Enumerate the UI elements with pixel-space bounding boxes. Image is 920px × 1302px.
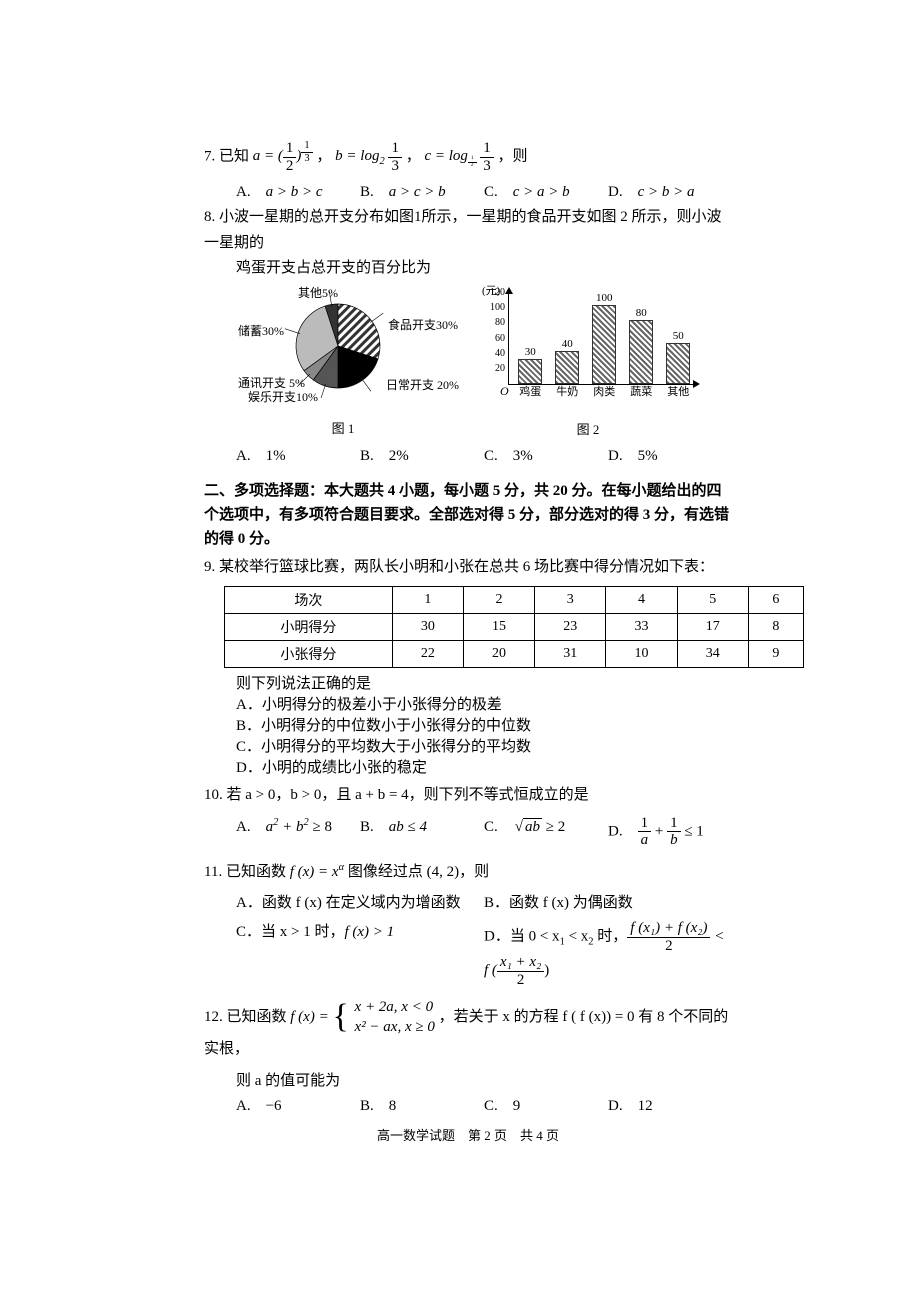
q8-choice-d: D. 5% — [608, 444, 732, 465]
q7-a: a = (12)13 — [253, 148, 317, 164]
q9-num: 9. — [204, 559, 215, 575]
pie-label-food: 食品开支30% — [388, 316, 458, 333]
q8-choice-b: B. 2% — [360, 444, 484, 465]
q8-choices: A. 1% B. 2% C. 3% D. 5% — [204, 444, 732, 465]
q9-choice-c: C．小明得分的平均数大于小张得分的平均数 — [204, 735, 732, 756]
q11-choice-a: A．函数 f (x) 在定义域内为增函数 — [236, 891, 484, 912]
question-10: 10. 若 a > 0，b > 0，且 a + b = 4，则下列不等式恒成立的… — [204, 783, 732, 809]
origin-label: O — [500, 384, 509, 399]
brace-icon: { — [332, 1002, 348, 1033]
pie-label-ent: 娱乐开支10% — [248, 388, 318, 405]
question-11: 11. 已知函数 f (x) = xα 图像经过点 (4, 2)，则 — [204, 859, 732, 886]
page-footer: 高一数学试题 第 2 页 共 4 页 — [204, 1125, 732, 1144]
q7-b: b = log2 13 — [335, 148, 406, 164]
q11-choice-c: C．当 x > 1 时，f (x) > 1 — [236, 920, 484, 988]
q8-charts: 其他5% 食品开支30% 储蓄30% 日常开支 20% 通讯开支 5% 娱乐开支… — [204, 288, 732, 438]
q12-choice-a: A. −6 — [236, 1094, 360, 1115]
q8-choice-a: A. 1% — [236, 444, 360, 465]
pie-label-daily: 日常开支 20% — [386, 376, 459, 393]
q9-choice-a: A．小明得分的极差小于小张得分的极差 — [204, 693, 732, 714]
q7-choice-c: C. c > a > b — [484, 180, 608, 201]
q11-choice-b: B．函数 f (x) 为偶函数 — [484, 891, 732, 912]
bar-axes: 2040608010012030鸡蛋40牛奶100肉类80蔬菜50其他 — [508, 293, 694, 385]
q12-tail: 则 a 的值可能为 — [204, 1069, 732, 1090]
q10-choices: A. a2 + b2 ≥ 8 B. ab ≤ 4 C. ab ≥ 2 D. 1a… — [204, 815, 732, 849]
q9-table: 场次123456小明得分30152333178小张得分22203110349 — [224, 586, 804, 668]
q7-choices: A. a > b > c B. a > c > b C. c > a > b D… — [204, 180, 732, 201]
q10-text: 若 a > 0，b > 0，且 a + b = 4，则下列不等式恒成立的是 — [227, 787, 589, 803]
q8-line2: 鸡蛋开支占总开支的百分比为 — [204, 256, 431, 282]
q12-num: 12. — [204, 1009, 223, 1025]
q10-choice-a: A. a2 + b2 ≥ 8 — [236, 815, 360, 849]
section2-title: 二、多项选择题：本大题共 4 小题，每小题 5 分，共 20 分。在每小题给出的… — [204, 479, 732, 551]
q7-choice-d: D. c > b > a — [608, 180, 732, 201]
pie-label-other: 其他5% — [298, 284, 338, 301]
q8-num: 8. — [204, 209, 215, 225]
q9-choice-b: B．小明得分的中位数小于小张得分的中位数 — [204, 714, 732, 735]
q12-choice-c: C. 9 — [484, 1094, 608, 1115]
question-7: 7. 已知 a = (12)13 ， b = log2 13 ， c = log… — [204, 140, 732, 174]
q12-piecewise: x + 2a, x < 0 x² − ax, x ≥ 0 — [355, 998, 435, 1037]
pie-chart: 其他5% 食品开支30% 储蓄30% 日常开支 20% 通讯开支 5% 娱乐开支… — [238, 288, 448, 418]
q11-choice-d: D．当 0 < x1 < x2 时，f (x₁) + f (x₂)2 < f (… — [484, 920, 732, 988]
q8-choice-c: C. 3% — [484, 444, 608, 465]
q12-choices: A. −6 B. 8 C. 9 D. 12 — [204, 1094, 732, 1115]
q7-choice-b: B. a > c > b — [360, 180, 484, 201]
q7-choice-a: A. a > b > c — [236, 180, 360, 201]
q7-num: 7. — [204, 148, 215, 164]
question-12: 12. 已知函数 f (x) = { x + 2a, x < 0 x² − ax… — [204, 998, 732, 1063]
q10-choice-d: D. 1a + 1b ≤ 1 — [608, 815, 732, 849]
q10-num: 10. — [204, 787, 223, 803]
q7-c: c = log12 13 — [424, 148, 497, 164]
bar-chart: (元) 2040608010012030鸡蛋40牛奶100肉类80蔬菜50其他 … — [478, 288, 698, 438]
q10-choice-b: B. ab ≤ 4 — [360, 815, 484, 849]
q12-choice-d: D. 12 — [608, 1094, 732, 1115]
q11-row1: A．函数 f (x) 在定义域内为增函数 B．函数 f (x) 为偶函数 — [204, 891, 732, 912]
pie-title: 图 1 — [238, 418, 448, 437]
q9-tail: 则下列说法正确的是 — [204, 672, 732, 693]
q9-text: 某校举行篮球比赛，两队长小明和小张在总共 6 场比赛中得分情况如下表： — [219, 559, 714, 575]
q12-choice-b: B. 8 — [360, 1094, 484, 1115]
q10-choice-c: C. ab ≥ 2 — [484, 815, 608, 849]
q11-num: 11. — [204, 864, 222, 880]
bar-title: 图 2 — [478, 419, 698, 438]
q7-text: 已知 — [219, 148, 249, 164]
question-9: 9. 某校举行篮球比赛，两队长小明和小张在总共 6 场比赛中得分情况如下表： — [204, 555, 732, 581]
pie-label-saving: 储蓄30% — [238, 322, 284, 339]
q8-line1: 小波一星期的总开支分布如图1所示，一星期的食品开支如图 2 所示，则小波一星期的 — [204, 209, 722, 251]
q9-choice-d: D．小明的成绩比小张的稳定 — [204, 756, 732, 777]
question-8: 8. 小波一星期的总开支分布如图1所示，一星期的食品开支如图 2 所示，则小波一… — [204, 205, 732, 282]
q11-row2: C．当 x > 1 时，f (x) > 1 D．当 0 < x1 < x2 时，… — [204, 920, 732, 988]
